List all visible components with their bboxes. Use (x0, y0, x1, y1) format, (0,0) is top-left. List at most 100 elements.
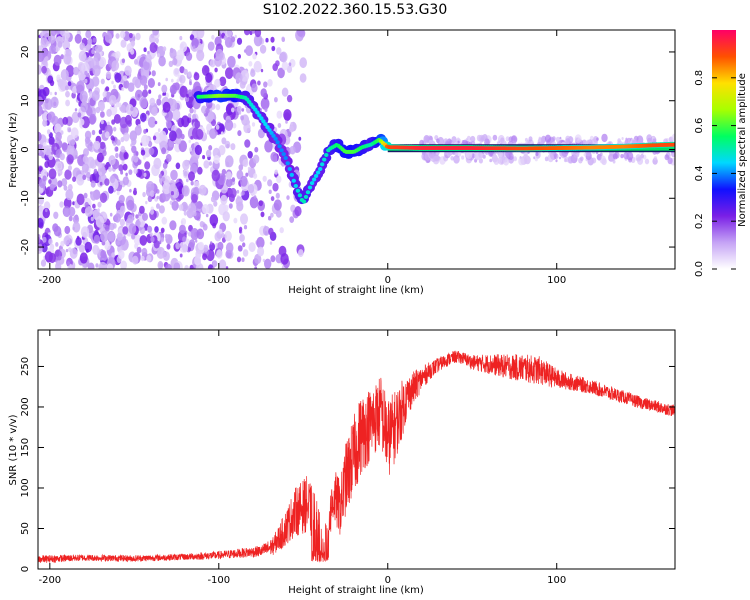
noise-speckle (91, 129, 96, 136)
noise-speckle (134, 59, 138, 65)
noise-speckle (153, 157, 162, 170)
ridge-core (275, 140, 280, 145)
noise-speckle (179, 41, 188, 53)
noise-speckle (226, 30, 231, 35)
noise-speckle (165, 263, 172, 269)
noise-speckle (97, 201, 102, 208)
noise-speckle (205, 72, 213, 83)
noise-speckle (247, 151, 253, 159)
noise-speckle (179, 224, 186, 234)
ridge-core (257, 113, 262, 118)
ridge-core (279, 148, 284, 153)
noise-speckle (93, 234, 101, 244)
noise-speckle (93, 168, 98, 174)
noise-speckle (280, 253, 289, 265)
noise-speckle (77, 112, 82, 118)
noise-speckle (188, 171, 195, 182)
noise-speckle (130, 106, 134, 112)
carrier-haze (478, 134, 485, 143)
noise-speckle (87, 37, 93, 46)
carrier-haze (664, 154, 670, 161)
noise-speckle (268, 215, 272, 221)
noise-speckle (207, 41, 215, 51)
noise-speckle (128, 169, 133, 175)
noise-speckle (224, 37, 233, 48)
noise-speckle (85, 248, 89, 253)
noise-speckle (256, 236, 265, 249)
noise-speckle (267, 179, 273, 187)
noise-speckle (170, 191, 174, 196)
noise-speckle (234, 34, 237, 39)
noise-speckle (121, 160, 125, 165)
noise-speckle (202, 155, 206, 160)
noise-speckle (123, 152, 129, 160)
noise-speckle (113, 114, 121, 124)
noise-speckle (158, 205, 165, 214)
noise-speckle (269, 241, 273, 245)
carrier-haze (466, 135, 471, 141)
noise-speckle (187, 247, 191, 252)
noise-speckle (60, 240, 65, 247)
carrier-haze (450, 156, 455, 161)
noise-speckle (79, 118, 85, 126)
noise-speckle (260, 211, 265, 218)
carrier-haze (599, 152, 603, 157)
noise-speckle (252, 154, 260, 164)
carrier-haze (583, 153, 587, 157)
noise-speckle (193, 72, 200, 81)
noise-speckle (173, 262, 181, 269)
y-tick-label: 200 (20, 397, 31, 416)
noise-speckle (253, 173, 258, 179)
noise-speckle (129, 188, 132, 193)
carrier-haze (591, 157, 597, 164)
carrier-haze (563, 158, 567, 163)
ridge-core (277, 144, 282, 149)
noise-speckle (209, 59, 216, 68)
noise-speckle (165, 77, 168, 82)
noise-speckle (115, 146, 119, 152)
noise-speckle (220, 131, 224, 135)
noise-speckle (90, 191, 97, 201)
noise-speckle (148, 89, 152, 94)
x-tick-label: -200 (38, 575, 61, 586)
noise-speckle (83, 192, 88, 199)
noise-speckle (162, 162, 168, 169)
noise-speckle (53, 225, 62, 237)
noise-speckle (92, 46, 96, 50)
noise-speckle (139, 205, 145, 214)
noise-speckle (50, 96, 59, 109)
noise-speckle (59, 153, 65, 161)
carrier-haze (667, 157, 673, 165)
noise-speckle (108, 155, 116, 166)
noise-speckle (121, 86, 125, 92)
noise-speckle (75, 237, 82, 246)
noise-speckle (111, 252, 115, 258)
noise-speckle (264, 140, 273, 153)
noise-speckle (193, 109, 197, 114)
noise-speckle (126, 199, 135, 211)
noise-speckle (281, 87, 289, 97)
y-tick-label: 50 (20, 522, 31, 535)
carrier-haze (569, 136, 572, 140)
noise-speckle (233, 217, 238, 224)
noise-speckle (48, 168, 57, 180)
noise-speckle (136, 220, 141, 227)
noise-speckle (150, 209, 154, 215)
noise-speckle (242, 242, 246, 248)
noise-speckle (65, 99, 70, 107)
noise-speckle (79, 90, 88, 103)
noise-speckle (196, 228, 205, 240)
noise-speckle (179, 66, 185, 74)
noise-speckle (119, 180, 124, 186)
noise-speckle (239, 175, 248, 187)
noise-speckle (141, 247, 148, 256)
noise-speckle (122, 226, 129, 235)
carrier-haze (489, 158, 493, 163)
noise-speckle (42, 30, 50, 38)
noise-speckle (92, 65, 101, 77)
noise-speckle (98, 129, 103, 135)
noise-speckle (224, 230, 232, 242)
noise-speckle (236, 105, 242, 113)
noise-speckle (142, 89, 148, 98)
